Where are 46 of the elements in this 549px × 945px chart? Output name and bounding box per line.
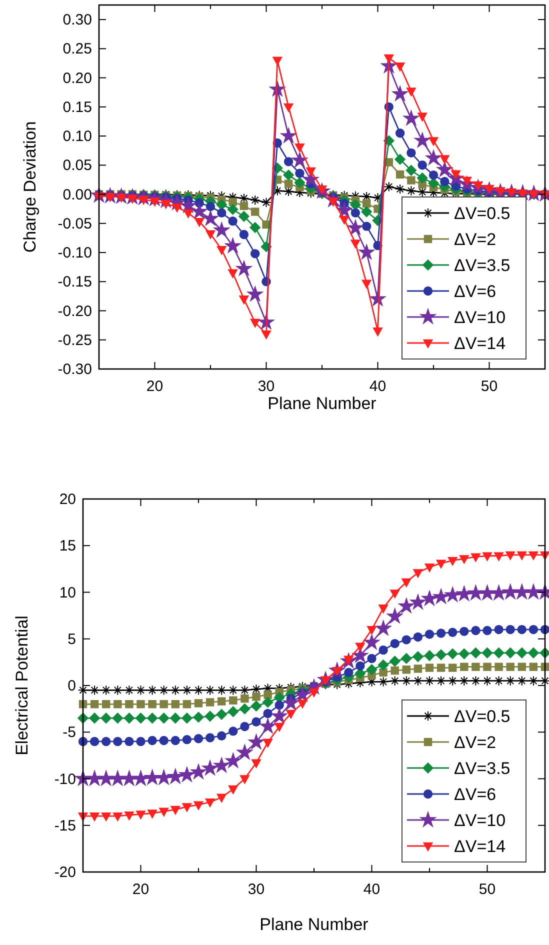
y-tick-label: -0.30 — [58, 361, 92, 378]
legend-label: ΔV=6 — [454, 282, 496, 301]
legend-label: ΔV=14 — [454, 837, 506, 856]
y-tick-label: 15 — [59, 538, 76, 555]
y-tick-label: 0.15 — [62, 98, 92, 116]
x-tick-label: 30 — [258, 378, 275, 395]
x-tick-label: 30 — [248, 881, 265, 898]
y-tick-label: 10 — [59, 584, 76, 602]
y-axis-title: Electrical Potential — [12, 616, 32, 756]
y-tick-label: -20 — [54, 864, 76, 881]
y-tick-label: 0.10 — [62, 128, 92, 146]
y-tick-label: 0.00 — [62, 186, 92, 204]
y-tick-label: 0.25 — [62, 40, 92, 58]
y-tick-label: -15 — [54, 817, 76, 834]
y-tick-label: -5 — [62, 724, 76, 742]
legend-label: ΔV=10 — [454, 308, 506, 327]
y-tick-label: -0.05 — [58, 215, 92, 232]
legend-label: ΔV=2 — [454, 733, 496, 752]
legend-label: ΔV=10 — [454, 811, 506, 830]
y-tick-label: -0.15 — [58, 274, 92, 291]
y-tick-label: -0.25 — [58, 332, 92, 349]
x-tick-label: 50 — [478, 881, 496, 898]
x-tick-label: 20 — [146, 378, 164, 395]
x-tick-label: 20 — [132, 881, 150, 898]
legend-label: ΔV=0.5 — [454, 707, 510, 726]
x-axis-title: Plane Number — [260, 915, 369, 934]
x-tick-label: 50 — [480, 378, 498, 395]
x-tick-label: 40 — [369, 378, 386, 395]
legend-label: ΔV=6 — [454, 785, 496, 804]
legend-label: ΔV=14 — [454, 334, 506, 353]
y-tick-label: 0.30 — [62, 12, 92, 29]
legend-label: ΔV=2 — [454, 230, 496, 249]
legend-label: ΔV=3.5 — [454, 256, 510, 275]
y-tick-label: 0.20 — [62, 70, 92, 87]
y-tick-label: 5 — [68, 630, 76, 648]
legend-label: ΔV=3.5 — [454, 759, 510, 778]
y-axis-title: Charge Deviation — [20, 121, 40, 253]
y-tick-label: -0.10 — [58, 244, 92, 262]
y-tick-label: 0.05 — [62, 157, 92, 174]
x-tick-label: 40 — [363, 881, 380, 898]
x-axis-title: Plane Number — [268, 394, 377, 413]
legend-label: ΔV=0.5 — [454, 204, 510, 223]
y-tick-label: -0.20 — [58, 302, 92, 320]
y-tick-label: 20 — [59, 491, 76, 508]
y-tick-label: -10 — [54, 770, 76, 788]
y-tick-label: 0 — [68, 678, 76, 694]
